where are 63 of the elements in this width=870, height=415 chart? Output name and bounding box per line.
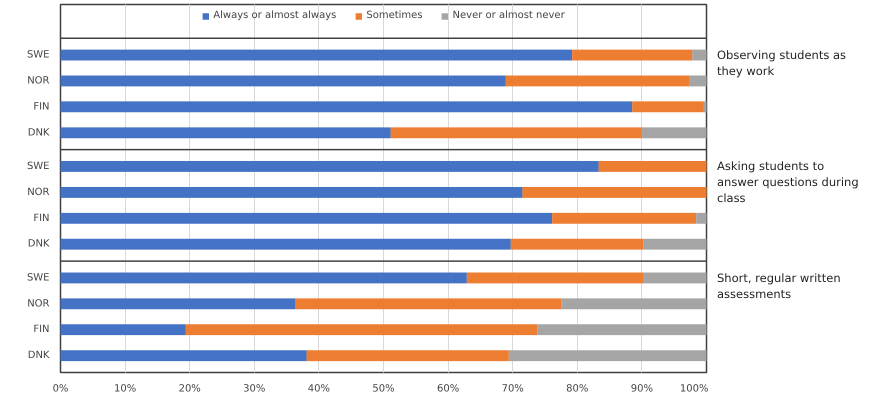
bar [642, 127, 706, 138]
y-tick-label: SWE [26, 272, 50, 284]
bar [60, 76, 506, 86]
bar [60, 350, 307, 362]
bar [60, 50, 572, 60]
bar [60, 212, 552, 224]
text: Asking students to answer questions during class [717, 158, 860, 206]
y-tick-label: NOR [27, 75, 50, 86]
bar [60, 186, 522, 198]
x-tick-label: 40% [308, 384, 330, 394]
y-tick-label: FIN [33, 212, 50, 224]
bar [690, 76, 706, 86]
bar [186, 324, 538, 336]
bar [60, 272, 467, 284]
y-tick-label: NOR [27, 298, 50, 310]
x-tick-label: 30% [243, 384, 266, 394]
bar [508, 350, 706, 362]
bar [704, 101, 706, 112]
x-tick-label: 10% [114, 384, 136, 394]
text: Observing students as they work [717, 46, 848, 79]
legend-label: Never or almost never [452, 10, 565, 21]
legend-label: Sometimes [366, 10, 423, 21]
x-tick-label: 0% [52, 384, 68, 394]
bar [60, 161, 599, 172]
y-tick-label: NOR [27, 186, 50, 198]
x-tick-label: 60% [436, 384, 460, 394]
bar [60, 127, 391, 138]
bar [537, 324, 706, 336]
y-tick-label: FIN [33, 324, 50, 336]
bar [506, 76, 690, 86]
y-tick-label: SWE [26, 160, 50, 172]
bar [572, 50, 692, 60]
bar [60, 324, 186, 336]
bar [60, 101, 632, 112]
x-tick-label: 90% [630, 384, 654, 394]
bar [552, 212, 696, 224]
x-tick-label: 100% [680, 384, 709, 394]
bar [696, 212, 706, 224]
bar [390, 127, 642, 138]
bar [60, 298, 295, 310]
y-tick-label: DNK [28, 350, 50, 362]
x-tick-label: 80% [566, 384, 588, 394]
bar [306, 350, 509, 362]
x-tick-label: 70% [502, 384, 524, 394]
legend-label: Always or almost always [213, 10, 336, 21]
bar [632, 101, 704, 112]
bar [643, 238, 706, 250]
y-tick-label: DNK [28, 238, 50, 250]
bar [60, 238, 511, 250]
text: Short, regular written assessments [717, 270, 842, 302]
bar [522, 186, 706, 198]
y-tick-label: SWE [26, 50, 50, 61]
x-tick-label: 50% [372, 384, 395, 394]
bar [598, 161, 706, 172]
bar [295, 298, 562, 310]
y-tick-label: FIN [33, 101, 50, 112]
bar [466, 272, 644, 284]
bar [510, 238, 644, 250]
x-tick-label: 20% [178, 384, 201, 394]
y-tick-label: DNK [28, 127, 50, 138]
bar [644, 272, 706, 284]
bar [561, 298, 706, 310]
bar [692, 50, 706, 60]
